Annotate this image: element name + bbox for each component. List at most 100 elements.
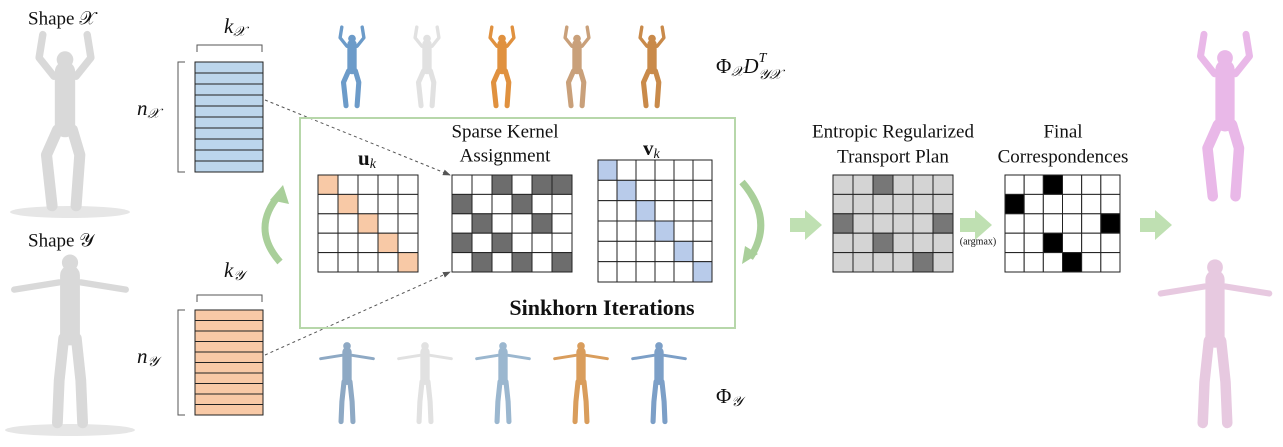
- final-cell: [1081, 193, 1102, 215]
- final-cell: [1004, 174, 1025, 195]
- transport-cell: [852, 213, 874, 234]
- u-cell: [337, 232, 359, 254]
- feature-x-cell: [194, 116, 264, 129]
- v-cell: [673, 220, 694, 242]
- v-cell: [616, 220, 637, 242]
- argmax-label: (argmax): [960, 236, 996, 247]
- final-cell: [1062, 232, 1083, 254]
- v-cell: [673, 159, 694, 181]
- kernel-cell: [531, 252, 553, 273]
- basis-shape-y: [399, 342, 452, 421]
- kernel-cell: [491, 193, 513, 215]
- final-cell: [1100, 174, 1121, 195]
- transport-cell: [832, 232, 854, 254]
- phi-y-label: Φ𝒴: [716, 384, 746, 410]
- feature-x-cell: [194, 138, 264, 151]
- basis-shape-y: [633, 342, 686, 421]
- final-cell: [1023, 193, 1044, 215]
- u-cell: [377, 174, 399, 195]
- kernel-cell: [451, 252, 473, 273]
- kernel-cell: [511, 174, 533, 195]
- final-cell: [1023, 252, 1044, 273]
- feature-x-cell: [194, 127, 264, 140]
- kernel-cell: [471, 252, 493, 273]
- u-cell: [377, 252, 399, 273]
- final-cell: [1062, 193, 1083, 215]
- feature-x-cell: [194, 160, 264, 173]
- v-cell: [597, 240, 618, 263]
- kernel-cell: [451, 213, 473, 234]
- kernel-cell: [511, 193, 533, 215]
- final-cell: [1023, 213, 1044, 234]
- u-cell: [317, 174, 339, 195]
- v-cell: [673, 261, 694, 283]
- transport-cell: [932, 213, 954, 234]
- u-cell: [357, 213, 379, 234]
- v-cell: [635, 200, 656, 222]
- kernel-cell: [491, 213, 513, 234]
- final-cell: [1081, 213, 1102, 234]
- u-cell: [377, 213, 399, 234]
- v-cell: [692, 240, 713, 263]
- cycle-arrow: [742, 246, 758, 264]
- flow-arrow: [790, 210, 822, 240]
- result-y: [1161, 259, 1270, 423]
- v-cell: [597, 179, 618, 202]
- final-cell: [1062, 174, 1083, 195]
- final-cell: [1100, 252, 1121, 273]
- u-cell: [357, 193, 379, 215]
- u-cell: [397, 193, 419, 215]
- kernel-cell: [551, 193, 573, 215]
- v-cell: [673, 240, 694, 263]
- kernel-cell: [511, 213, 533, 234]
- kernel-cell: [451, 232, 473, 254]
- kernel-cell: [471, 193, 493, 215]
- sinkhorn-label: Sinkhorn Iterations: [509, 295, 695, 320]
- final-cell: [1062, 252, 1083, 273]
- v-cell: [692, 200, 713, 222]
- final-cell: [1023, 174, 1044, 195]
- u-cell: [317, 252, 339, 273]
- transport-cell: [912, 174, 934, 195]
- flow-arrow: [960, 210, 992, 240]
- v-cell: [635, 220, 656, 242]
- basis-shape-x: [640, 27, 664, 106]
- n-x-label: n𝒳: [137, 96, 164, 122]
- v-cell: [654, 220, 675, 242]
- transport-cell: [832, 252, 854, 273]
- basis-shape-y: [555, 342, 608, 421]
- k-x-label: k𝒳: [224, 14, 249, 40]
- feature-x-cell: [194, 61, 264, 74]
- v-cell: [635, 261, 656, 283]
- shape-x: [39, 35, 91, 206]
- kernel-cell: [531, 232, 553, 254]
- matrices: [194, 61, 1121, 416]
- kernel-cell: [491, 174, 513, 195]
- u-cell: [317, 213, 339, 234]
- transport-label: Transport Plan: [837, 146, 949, 167]
- transport-cell: [932, 193, 954, 215]
- v-cell: [673, 200, 694, 222]
- v-cell: [692, 179, 713, 202]
- transport-cell: [872, 174, 894, 195]
- v-cell: [635, 159, 656, 181]
- transport-cell: [832, 193, 854, 215]
- basis-shape-x: [490, 27, 514, 106]
- final-cell: [1062, 213, 1083, 234]
- kernel-cell: [491, 252, 513, 273]
- v-cell: [597, 261, 618, 283]
- transport-cell: [872, 232, 894, 254]
- v-cell: [654, 200, 675, 222]
- v-cell: [616, 159, 637, 181]
- basis-shape-x: [340, 27, 364, 106]
- transport-cell: [832, 213, 854, 234]
- flow-arrow: [1140, 210, 1172, 240]
- cycle-arrow: [739, 179, 765, 260]
- feature-y-cell: [194, 320, 264, 332]
- feature-x-cell: [194, 94, 264, 107]
- brace: [196, 294, 263, 302]
- v-cell: [597, 159, 618, 181]
- kernel-label: Assignment: [460, 145, 552, 166]
- result-x: [1201, 34, 1250, 196]
